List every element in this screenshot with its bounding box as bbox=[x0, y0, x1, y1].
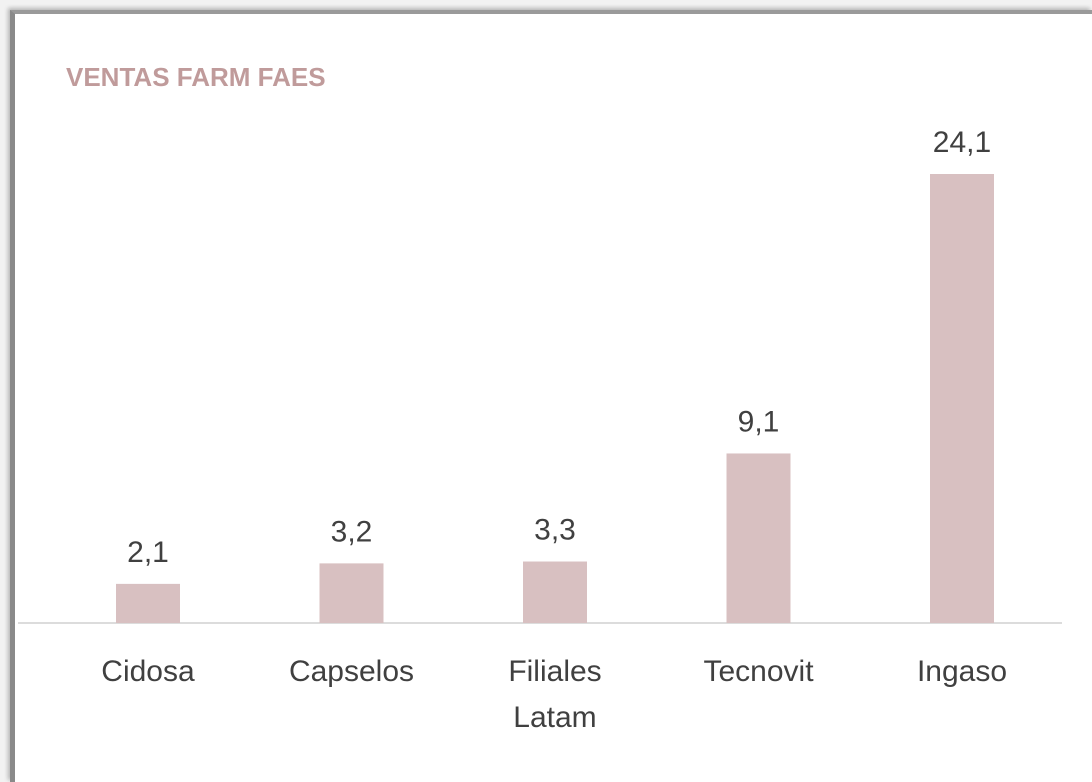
bar bbox=[930, 174, 994, 623]
value-label: 9,1 bbox=[738, 405, 780, 438]
x-tick-label: Tecnovit bbox=[703, 655, 814, 688]
value-label: 3,3 bbox=[534, 514, 576, 547]
chart-title: VENTAS FARM FAES bbox=[66, 62, 326, 92]
x-tick-label: Filiales Latam bbox=[508, 655, 602, 734]
value-label: 2,1 bbox=[127, 536, 169, 569]
bar bbox=[523, 561, 587, 623]
x-tick-label: Cidosa bbox=[101, 655, 195, 688]
bar bbox=[726, 453, 791, 623]
chart-frame bbox=[10, 10, 1092, 782]
value-label: 3,2 bbox=[331, 515, 373, 548]
bar bbox=[319, 563, 384, 623]
x-tick-label: Capselos bbox=[288, 655, 415, 688]
value-label: 24,1 bbox=[933, 126, 991, 159]
x-tick-label: Ingaso bbox=[916, 655, 1008, 688]
bar bbox=[116, 583, 180, 623]
